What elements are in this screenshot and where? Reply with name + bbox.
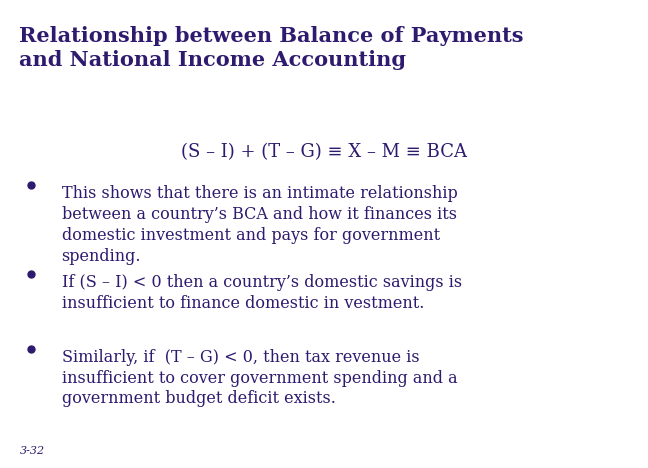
Text: If (S – I) < 0 then a country’s domestic savings is
insufficient to finance dome: If (S – I) < 0 then a country’s domestic… bbox=[62, 274, 461, 312]
Text: Similarly, if  (T – G) < 0, then tax revenue is
insufficient to cover government: Similarly, if (T – G) < 0, then tax reve… bbox=[62, 349, 457, 408]
Text: 3-32: 3-32 bbox=[19, 446, 45, 456]
Text: This shows that there is an intimate relationship
between a country’s BCA and ho: This shows that there is an intimate rel… bbox=[62, 185, 457, 264]
Text: (S – I) + (T – G) ≡ X – M ≡ BCA: (S – I) + (T – G) ≡ X – M ≡ BCA bbox=[181, 143, 467, 161]
Text: Relationship between Balance of Payments
and National Income Accounting: Relationship between Balance of Payments… bbox=[19, 26, 524, 70]
